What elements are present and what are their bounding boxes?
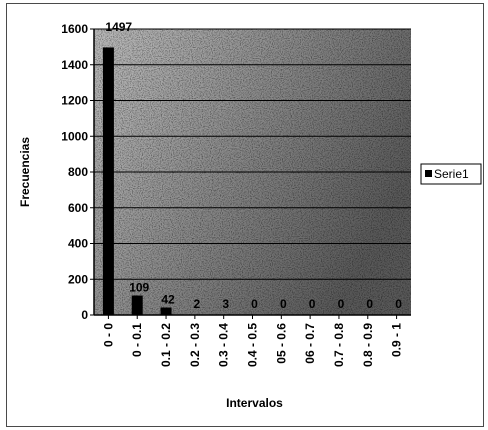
data-label: 109: [129, 281, 149, 295]
y-tick-label: 200: [68, 272, 88, 286]
data-label: 0: [338, 297, 345, 311]
y-tick-label: 1400: [61, 58, 88, 72]
y-tick-label: 400: [68, 237, 88, 251]
x-tick-label: 0.8 - 0.9: [361, 323, 375, 367]
y-tick-label: 1600: [61, 22, 88, 36]
x-tick-label: 0 - 0.1: [130, 323, 144, 357]
y-axis-title: Frecuencias: [18, 137, 32, 207]
y-tick-label: 800: [68, 165, 88, 179]
data-labels: 1497 109 42 2 3 0 0 0 0 0 0: [105, 20, 402, 311]
x-tick-label: 0.9 - 1: [390, 323, 404, 357]
bar: [131, 295, 143, 315]
legend-box: [420, 163, 482, 185]
data-label: 42: [161, 292, 175, 306]
bar: [102, 47, 114, 315]
data-label: 1497: [105, 20, 132, 34]
gridlines: [94, 28, 411, 280]
legend: Serie1: [420, 163, 482, 185]
y-tick-label: 0: [81, 308, 88, 322]
y-axis-ticks: 0 200 400 600 800 1000 1200 1400 1600: [61, 22, 94, 322]
x-tick-label: 0.1 - 0.2: [159, 323, 173, 367]
data-label: 0: [251, 297, 258, 311]
y-tick-label: 600: [68, 201, 88, 215]
x-axis-ticks: 0 - 0 0 - 0.1 0.1 - 0.2 0.2 - 0.3 0.3 - 0.4 0…: [101, 315, 404, 367]
data-label: 0: [395, 297, 402, 311]
data-label: 0: [366, 297, 373, 311]
data-label: 0: [309, 297, 316, 311]
x-tick-label: 0.4 - 0.5: [246, 323, 260, 367]
data-label: 3: [222, 297, 229, 311]
data-label: 0: [280, 297, 287, 311]
bar: [160, 307, 172, 315]
y-tick-label: 1200: [61, 94, 88, 108]
x-tick-label: 0.7 - 0.8: [332, 323, 346, 367]
x-tick-label: 0.3 - 0.4: [217, 323, 231, 367]
y-tick-label: 1000: [61, 129, 88, 143]
x-axis-title: Intervalos: [226, 396, 283, 410]
data-label: 2: [194, 297, 201, 311]
x-tick-label: 0 - 0: [101, 323, 115, 347]
x-tick-label: 06 - 0.7: [303, 323, 317, 364]
x-tick-label: 0.2 - 0.3: [188, 323, 202, 367]
legend-label: Serie1: [434, 167, 469, 181]
legend-swatch: [425, 170, 432, 177]
x-tick-label: 05 - 0.6: [274, 323, 288, 364]
